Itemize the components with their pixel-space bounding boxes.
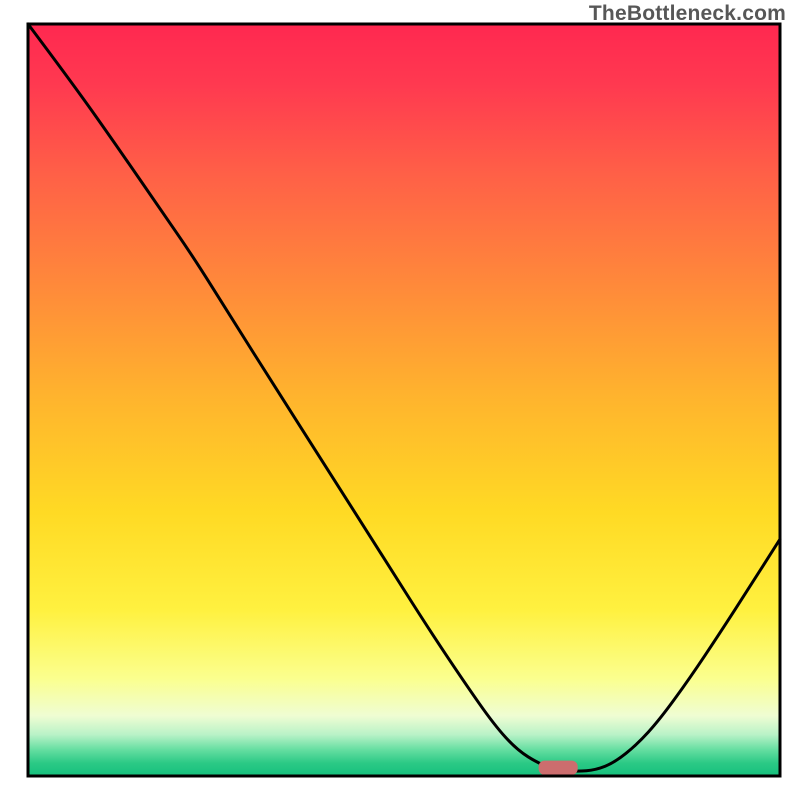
optimal-marker [539,761,578,775]
bottleneck-chart: TheBottleneck.com [0,0,800,800]
chart-svg [0,0,800,800]
chart-background [28,24,780,776]
watermark-text: TheBottleneck.com [589,2,786,26]
